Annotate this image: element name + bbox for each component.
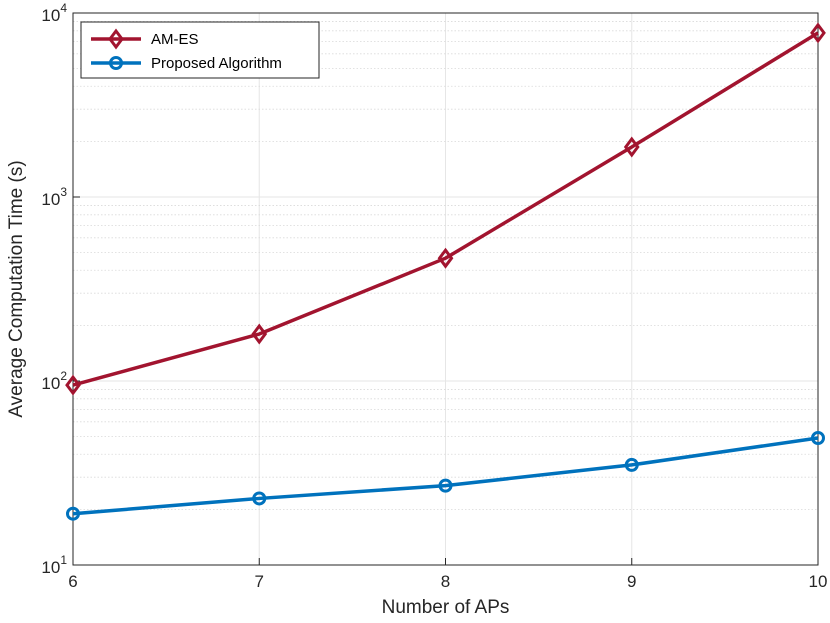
x-axis-title: Number of APs bbox=[382, 597, 510, 618]
y-tick-exponent: 4 bbox=[60, 1, 67, 15]
series-line bbox=[72, 31, 819, 387]
y-tick-label: 104 bbox=[41, 1, 67, 25]
y-tick-label: 103 bbox=[41, 185, 67, 209]
series-line bbox=[72, 436, 819, 516]
y-tick-exponent: 3 bbox=[60, 185, 67, 199]
x-tick-label: 6 bbox=[68, 572, 77, 591]
series-marker-diamond bbox=[623, 136, 640, 158]
series-group bbox=[65, 22, 826, 396]
series-marker-diamond bbox=[108, 28, 124, 50]
series-marker-circle bbox=[438, 478, 453, 493]
x-tick-label: 10 bbox=[809, 572, 828, 591]
series-marker-diamond bbox=[810, 22, 826, 44]
series-marker-circle bbox=[66, 506, 80, 521]
grid bbox=[72, 12, 819, 566]
x-tick-label: 9 bbox=[627, 572, 636, 591]
y-tick-base: 10 bbox=[41, 190, 60, 209]
series-marker-diamond bbox=[65, 374, 81, 396]
series bbox=[65, 22, 826, 521]
y-tick-exponent: 2 bbox=[60, 369, 67, 383]
y-tick-base: 10 bbox=[41, 6, 60, 25]
y-axis-title: Average Computation Time (s) bbox=[6, 160, 27, 417]
series-marker-circle bbox=[252, 491, 267, 506]
series-marker-circle bbox=[624, 457, 639, 472]
series-marker-diamond bbox=[251, 323, 268, 345]
y-tick-label: 102 bbox=[41, 369, 67, 393]
legend-label: AM-ES bbox=[151, 31, 199, 48]
y-tick-label: 101 bbox=[41, 553, 67, 577]
y-tick-exponent: 1 bbox=[60, 553, 67, 567]
legend-box bbox=[80, 21, 320, 79]
series-marker-circle bbox=[811, 431, 825, 446]
legend: AM-ES Proposed Algorithm bbox=[80, 21, 320, 79]
y-tick-base: 10 bbox=[41, 374, 60, 393]
legend-label: Proposed Algorithm bbox=[151, 55, 282, 72]
series-group bbox=[66, 431, 825, 521]
x-tick-label: 8 bbox=[441, 572, 450, 591]
series-marker-circle bbox=[109, 56, 123, 70]
series-marker-diamond bbox=[437, 247, 454, 269]
y-tick-base: 10 bbox=[41, 558, 60, 577]
x-tick-label: 7 bbox=[255, 572, 264, 591]
